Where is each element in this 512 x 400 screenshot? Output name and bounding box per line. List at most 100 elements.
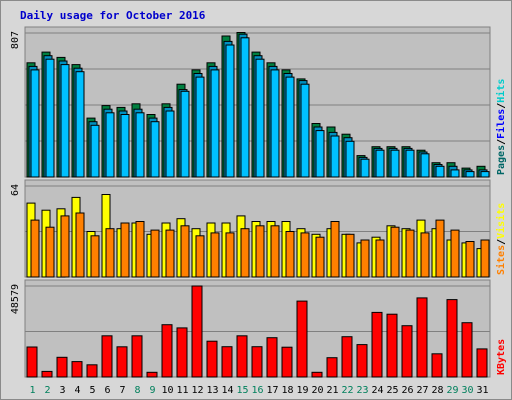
bar-kbytes-day-6 <box>101 335 113 378</box>
bar-pages-day-31 <box>480 171 490 178</box>
day-label-5: 5 <box>89 385 95 396</box>
bar-kbytes-day-19 <box>296 300 308 378</box>
bar-sites-day-27 <box>420 232 430 278</box>
panel-3: 48579 KBytes <box>10 279 507 378</box>
bar-kbytes-day-20 <box>311 371 323 378</box>
bar-kbytes-day-22 <box>341 336 353 378</box>
day-label-18: 18 <box>281 385 293 396</box>
bar-sites-day-6 <box>105 228 115 278</box>
chart-title: Daily usage for October 2016 <box>20 9 206 22</box>
bar-pages-day-17 <box>270 69 280 178</box>
bar-kbytes-day-24 <box>371 311 383 378</box>
bar-sites-day-14 <box>225 232 235 278</box>
day-label-23: 23 <box>356 385 368 396</box>
panel-2: 64 Sites/Visits <box>10 179 507 278</box>
bar-pages-day-10 <box>165 110 175 178</box>
panel-legend: Sites/Visits <box>495 203 507 275</box>
bar-kbytes-day-29 <box>446 299 458 378</box>
bar-pages-day-21 <box>330 135 340 178</box>
bar-sites-day-12 <box>195 235 205 278</box>
day-label-28: 28 <box>431 385 443 396</box>
bar-kbytes-day-28 <box>431 353 443 378</box>
bar-pages-day-1 <box>30 69 40 178</box>
y-max-label: 807 <box>10 31 21 49</box>
day-label-4: 4 <box>74 385 80 396</box>
bar-sites-day-10 <box>165 229 175 278</box>
bar-sites-day-13 <box>210 232 220 278</box>
day-label-17: 17 <box>266 385 278 396</box>
day-label-24: 24 <box>371 385 383 396</box>
bar-sites-day-3 <box>60 215 70 278</box>
legend-entry: / <box>496 239 507 245</box>
day-label-26: 26 <box>401 385 413 396</box>
bar-pages-day-20 <box>315 130 325 178</box>
bar-sites-day-7 <box>120 222 130 278</box>
bar-kbytes-day-7 <box>116 346 128 378</box>
day-label-19: 19 <box>296 385 308 396</box>
day-label-8: 8 <box>134 385 140 396</box>
bar-kbytes-day-14 <box>221 346 233 378</box>
bar-pages-day-2 <box>45 58 55 178</box>
day-label-21: 21 <box>326 385 338 396</box>
bar-kbytes-day-30 <box>461 322 473 378</box>
bar-sites-day-28 <box>435 219 445 278</box>
bar-sites-day-11 <box>180 225 190 278</box>
bar-kbytes-day-13 <box>206 340 218 378</box>
bar-sites-day-9 <box>150 229 160 278</box>
bar-kbytes-day-26 <box>401 325 413 378</box>
day-label-16: 16 <box>251 385 263 396</box>
bar-sites-day-25 <box>390 226 400 278</box>
legend-entry: Sites <box>495 245 507 275</box>
bar-kbytes-day-5 <box>86 364 98 378</box>
bar-pages-day-29 <box>450 169 460 178</box>
bar-kbytes-day-27 <box>416 297 428 378</box>
bar-kbytes-day-10 <box>161 324 173 378</box>
legend-entry: / <box>496 139 507 145</box>
bar-sites-day-26 <box>405 229 415 278</box>
bar-kbytes-day-3 <box>56 356 68 378</box>
bar-sites-day-4 <box>75 212 85 278</box>
legend-entry: Hits <box>495 79 507 103</box>
bar-kbytes-day-1 <box>26 346 38 378</box>
bar-kbytes-day-8 <box>131 335 143 378</box>
y-max-label: 48579 <box>10 284 21 314</box>
bar-sites-day-5 <box>90 235 100 278</box>
bar-kbytes-day-2 <box>41 370 53 378</box>
day-label-6: 6 <box>104 385 110 396</box>
bar-pages-day-11 <box>180 90 190 178</box>
bar-sites-day-16 <box>255 225 265 278</box>
day-label-25: 25 <box>386 385 398 396</box>
day-label-31: 31 <box>476 385 488 396</box>
day-label-1: 1 <box>29 385 35 396</box>
bar-pages-day-18 <box>285 76 295 178</box>
bar-pages-day-23 <box>360 158 370 178</box>
bar-kbytes-day-17 <box>266 337 278 378</box>
bar-pages-day-14 <box>225 44 235 178</box>
bar-kbytes-day-9 <box>146 371 158 378</box>
bar-sites-day-30 <box>465 241 475 278</box>
day-label-15: 15 <box>236 385 248 396</box>
bar-kbytes-day-23 <box>356 344 368 378</box>
bar-sites-day-19 <box>300 232 310 278</box>
bar-pages-day-12 <box>195 76 205 178</box>
bar-pages-day-28 <box>435 165 445 178</box>
bar-pages-day-27 <box>420 153 430 178</box>
legend-entry: Pages <box>496 145 507 175</box>
bar-pages-day-6 <box>105 112 115 178</box>
panel-legend: Pages/Files/Hits <box>495 79 507 175</box>
day-label-13: 13 <box>206 385 218 396</box>
day-label-9: 9 <box>149 385 155 396</box>
day-label-7: 7 <box>119 385 125 396</box>
bar-sites-day-23 <box>360 239 370 278</box>
bar-kbytes-day-12 <box>191 285 203 378</box>
bar-kbytes-day-4 <box>71 361 83 378</box>
bar-pages-day-25 <box>390 149 400 178</box>
bar-kbytes-day-15 <box>236 335 248 378</box>
day-label-10: 10 <box>161 385 173 396</box>
legend-entry: KBytes <box>496 339 507 375</box>
day-label-27: 27 <box>416 385 428 396</box>
bar-sites-day-18 <box>285 231 295 278</box>
